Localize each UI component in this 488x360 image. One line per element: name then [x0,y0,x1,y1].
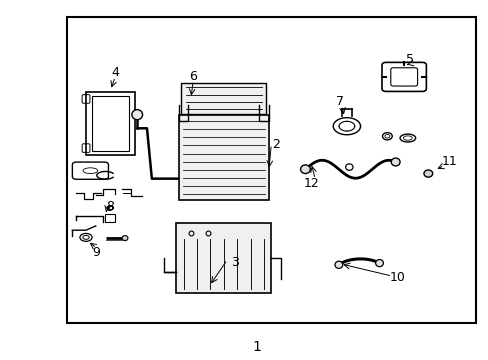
Ellipse shape [122,235,128,240]
Ellipse shape [300,165,310,174]
Ellipse shape [423,170,432,177]
Ellipse shape [132,110,142,120]
Text: 9: 9 [92,246,100,259]
Ellipse shape [334,261,342,269]
Bar [104,215,115,222]
Ellipse shape [390,158,399,166]
Text: 10: 10 [389,271,405,284]
Text: 4: 4 [111,66,119,79]
Text: 11: 11 [441,155,456,168]
Text: 8: 8 [106,201,114,213]
Bar [178,116,268,200]
Text: 6: 6 [189,69,197,82]
Text: 1: 1 [252,340,261,354]
Bar [176,223,271,293]
Text: 12: 12 [304,177,319,190]
Bar [92,96,129,150]
Text: 5: 5 [406,53,413,66]
Ellipse shape [375,260,383,267]
Bar [181,83,266,114]
Bar [86,92,135,155]
Bar [66,17,475,323]
Text: 2: 2 [272,138,280,150]
Text: 3: 3 [230,256,238,269]
Text: 7: 7 [335,95,343,108]
